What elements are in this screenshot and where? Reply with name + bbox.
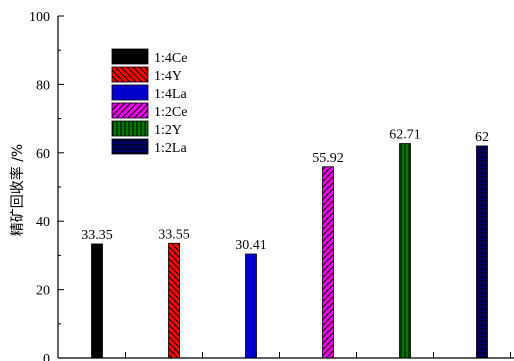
bar-1:2La [476,145,488,359]
y-tick-label: 80 [36,78,50,93]
plot-area: 0 20 40 60 80 100 33.35 33.55 30.41 55.92 62.71 62 [29,10,514,361]
y-tick-label: 100 [29,10,50,25]
y-axis-label: 精矿回收率 /% [9,144,26,236]
legend-swatch [111,120,149,137]
legend-background [110,48,218,156]
legend-entry: 1:4Y [154,69,182,84]
bar-1:2Y [399,143,411,359]
bar-1:4Ce [91,243,103,359]
bar-value-label: 33.35 [81,228,113,243]
legend-swatch [111,66,149,83]
bar-1:4La [245,253,257,359]
legend-swatch [111,138,149,155]
legend-entry: 1:2Ce [154,105,187,120]
bar-value-label: 62.71 [389,128,421,143]
legend-swatch [111,84,149,101]
legend: 1:4Ce 1:4Y 1:4La 1:2Ce 1:2Y 1:2La [110,48,218,156]
y-tick-label: 20 [36,284,50,299]
legend-entry: 1:4La [154,87,187,102]
legend-swatch [111,102,149,119]
legend-entry: 1:2La [154,141,187,156]
y-tick-label: 40 [36,215,50,230]
y-tick-label: 0 [43,352,50,361]
bar-value-label: 33.55 [158,227,190,242]
legend-entry: 1:2Y [154,123,182,138]
legend-entry: 1:4Ce [154,51,187,66]
bar-1:2Ce [322,166,334,359]
bar-1:4Y [168,242,180,359]
bar-value-label: 30.41 [235,238,267,253]
legend-swatch [111,48,149,65]
y-tick-label: 60 [36,147,50,162]
bar-value-label: 62 [475,130,489,145]
bar-value-label: 55.92 [312,151,344,166]
